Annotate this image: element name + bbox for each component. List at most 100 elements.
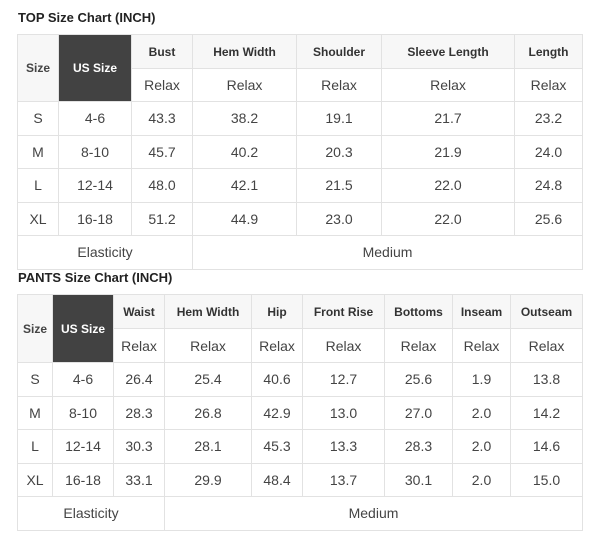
measurement-cell: 27.0	[384, 395, 453, 430]
us-size-header: US Size	[58, 34, 132, 102]
column-header: Length	[514, 34, 583, 69]
us-size-cell: 4-6	[52, 362, 114, 397]
size-cell: M	[17, 134, 59, 169]
measurement-cell: 28.1	[164, 429, 252, 464]
elasticity-value: Medium	[164, 496, 583, 531]
measurement-cell: 45.7	[131, 134, 193, 169]
column-header: Bust	[131, 34, 193, 69]
measurement-cell: 23.0	[296, 201, 382, 236]
measurement-cell: 40.6	[251, 362, 303, 397]
measurement-cell: 42.1	[192, 168, 297, 203]
measurement-cell: 20.3	[296, 134, 382, 169]
measurement-cell: 28.3	[113, 395, 165, 430]
measurement-cell: 21.7	[381, 101, 515, 136]
measurement-cell: 33.1	[113, 462, 165, 497]
fit-subheader: Relax	[384, 328, 453, 363]
fit-subheader: Relax	[251, 328, 303, 363]
measurement-cell: 25.4	[164, 362, 252, 397]
us-size-header: US Size	[52, 294, 114, 363]
us-size-cell: 4-6	[58, 101, 132, 136]
measurement-cell: 22.0	[381, 168, 515, 203]
fit-subheader: Relax	[192, 68, 297, 102]
pants-size-chart-title: PANTS Size Chart (INCH)	[18, 270, 173, 285]
us-size-cell: 16-18	[52, 462, 114, 497]
us-size-cell: 8-10	[58, 134, 132, 169]
us-size-cell: 12-14	[52, 429, 114, 464]
us-size-cell: 8-10	[52, 395, 114, 430]
measurement-cell: 25.6	[384, 362, 453, 397]
table-row: XL 16-18 33.1 29.9 48.4 13.7 30.1 2.0 15.0	[17, 462, 583, 497]
us-size-cell: 12-14	[58, 168, 132, 203]
measurement-cell: 28.3	[384, 429, 453, 464]
measurement-cell: 13.3	[302, 429, 385, 464]
top-size-table: Size US Size Bust Hem Width Shoulder Sleeve …	[17, 34, 583, 270]
size-cell: S	[17, 362, 53, 397]
measurement-cell: 24.0	[514, 134, 583, 169]
measurement-cell: 45.3	[251, 429, 303, 464]
column-header: Outseam	[510, 294, 583, 329]
top-size-chart-title: TOP Size Chart (INCH)	[18, 10, 156, 25]
fit-subheader: Relax	[514, 68, 583, 102]
elasticity-value: Medium	[192, 235, 583, 270]
measurement-cell: 14.6	[510, 429, 583, 464]
fit-subheader: Relax	[296, 68, 382, 102]
measurement-cell: 24.8	[514, 168, 583, 203]
measurement-cell: 13.0	[302, 395, 385, 430]
size-cell: L	[17, 168, 59, 203]
measurement-cell: 21.5	[296, 168, 382, 203]
us-size-cell: 16-18	[58, 201, 132, 236]
measurement-cell: 2.0	[452, 462, 511, 497]
measurement-cell: 19.1	[296, 101, 382, 136]
table-row: L 12-14 48.0 42.1 21.5 22.0 24.8	[17, 168, 583, 203]
fit-subheader: Relax	[381, 68, 515, 102]
fit-subheader: Relax	[452, 328, 511, 363]
measurement-cell: 29.9	[164, 462, 252, 497]
table-row: M 8-10 28.3 26.8 42.9 13.0 27.0 2.0 14.2	[17, 395, 583, 430]
measurement-cell: 38.2	[192, 101, 297, 136]
measurement-cell: 30.3	[113, 429, 165, 464]
measurement-cell: 43.3	[131, 101, 193, 136]
measurement-cell: 26.8	[164, 395, 252, 430]
column-header: Hip	[251, 294, 303, 329]
measurement-cell: 21.9	[381, 134, 515, 169]
measurement-cell: 1.9	[452, 362, 511, 397]
measurement-cell: 13.7	[302, 462, 385, 497]
measurement-cell: 15.0	[510, 462, 583, 497]
measurement-cell: 14.2	[510, 395, 583, 430]
measurement-cell: 51.2	[131, 201, 193, 236]
measurement-cell: 25.6	[514, 201, 583, 236]
size-cell: L	[17, 429, 53, 464]
measurement-cell: 23.2	[514, 101, 583, 136]
size-cell: XL	[17, 462, 53, 497]
measurement-cell: 44.9	[192, 201, 297, 236]
fit-subheader: Relax	[131, 68, 193, 102]
column-header: Hem Width	[164, 294, 252, 329]
elasticity-label: Elasticity	[17, 235, 193, 270]
measurement-cell: 48.0	[131, 168, 193, 203]
elasticity-label: Elasticity	[17, 496, 165, 531]
fit-subheader: Relax	[302, 328, 385, 363]
fit-subheader: Relax	[164, 328, 252, 363]
measurement-cell: 40.2	[192, 134, 297, 169]
column-header: Inseam	[452, 294, 511, 329]
column-header: Sleeve Length	[381, 34, 515, 69]
measurement-cell: 26.4	[113, 362, 165, 397]
table-row: L 12-14 30.3 28.1 45.3 13.3 28.3 2.0 14.6	[17, 429, 583, 464]
column-header: Shoulder	[296, 34, 382, 69]
fit-subheader: Relax	[113, 328, 165, 363]
measurement-cell: 13.8	[510, 362, 583, 397]
measurement-cell: 30.1	[384, 462, 453, 497]
measurement-cell: 48.4	[251, 462, 303, 497]
measurement-cell: 22.0	[381, 201, 515, 236]
size-header: Size	[17, 34, 59, 102]
fit-subheader: Relax	[510, 328, 583, 363]
column-header: Front Rise	[302, 294, 385, 329]
column-header: Bottoms	[384, 294, 453, 329]
column-header: Hem Width	[192, 34, 297, 69]
measurement-cell: 12.7	[302, 362, 385, 397]
table-row: S 4-6 43.3 38.2 19.1 21.7 23.2	[17, 101, 583, 136]
column-header: Waist	[113, 294, 165, 329]
size-header: Size	[17, 294, 53, 363]
size-cell: M	[17, 395, 53, 430]
table-row: M 8-10 45.7 40.2 20.3 21.9 24.0	[17, 134, 583, 169]
